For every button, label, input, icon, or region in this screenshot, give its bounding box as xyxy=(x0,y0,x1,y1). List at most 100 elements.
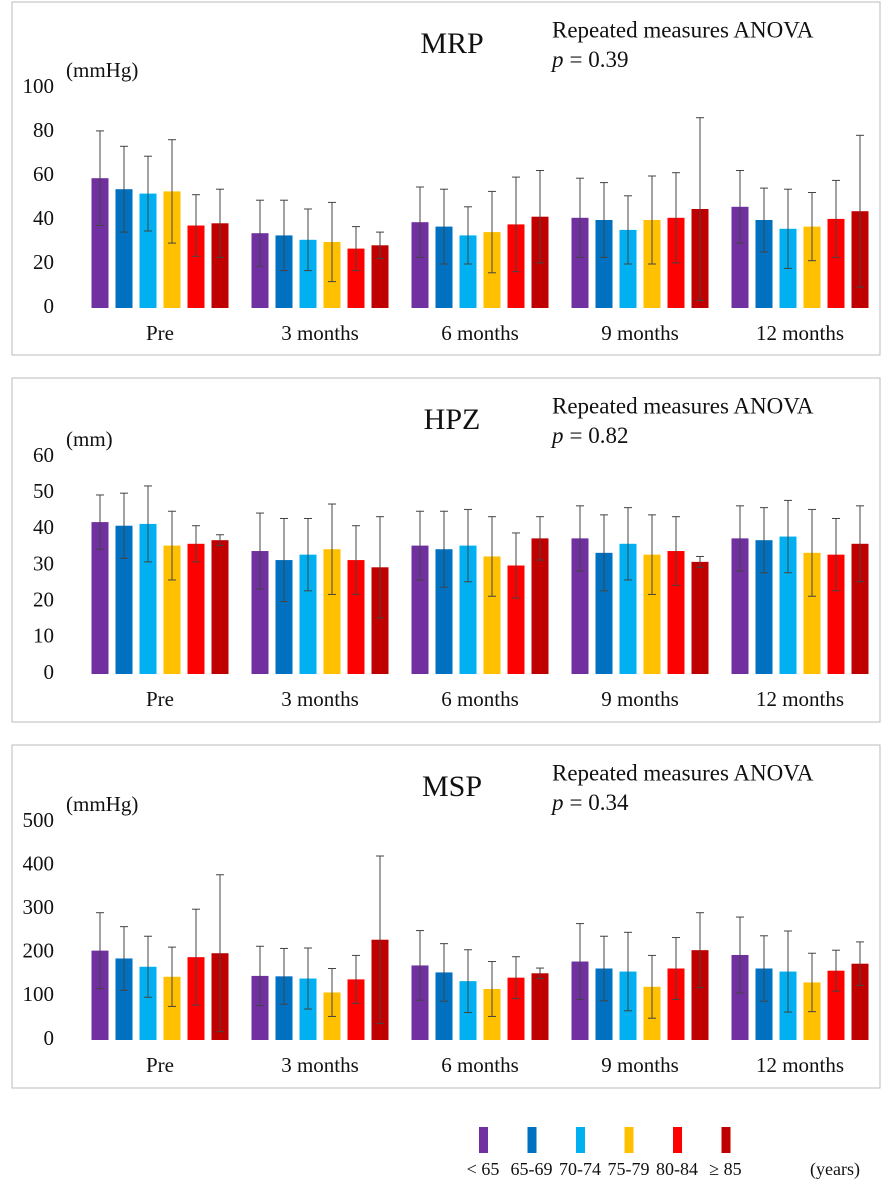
bar xyxy=(371,245,389,308)
error-bar xyxy=(328,201,336,283)
error-bar xyxy=(328,503,336,595)
error-bar xyxy=(600,514,608,592)
error-bar xyxy=(624,195,632,265)
legend-label: 75-79 xyxy=(608,1159,650,1179)
error-bar xyxy=(648,954,656,1019)
error-bar xyxy=(576,923,584,1000)
error-bar xyxy=(96,912,104,990)
y-tick-label: 0 xyxy=(44,660,55,684)
bar xyxy=(507,977,525,1040)
error-bar xyxy=(304,208,312,272)
bar xyxy=(275,976,293,1040)
bar xyxy=(275,235,293,308)
error-bar xyxy=(464,206,472,265)
error-bar xyxy=(512,176,520,273)
bar xyxy=(827,218,845,308)
error-bar xyxy=(440,188,448,265)
error-bar xyxy=(624,931,632,1012)
error-bar xyxy=(192,908,200,1006)
y-tick-label: 80 xyxy=(33,118,54,142)
bar xyxy=(115,958,133,1040)
p-symbol: p xyxy=(550,790,564,815)
bar xyxy=(187,543,205,674)
p-value: p = 0.82 xyxy=(550,423,628,448)
legend-swatch xyxy=(479,1127,488,1153)
error-bar xyxy=(120,492,128,559)
bar xyxy=(139,523,157,674)
bar xyxy=(347,248,365,308)
bar xyxy=(779,536,797,674)
bar xyxy=(803,226,821,308)
x-tick-label: 12 months xyxy=(756,321,844,345)
error-bar xyxy=(96,130,104,226)
bar xyxy=(299,239,317,308)
panel-frame xyxy=(11,377,881,723)
error-bar xyxy=(280,199,288,272)
x-tick-label: 9 months xyxy=(601,321,679,345)
error-bar xyxy=(304,517,312,592)
error-bar xyxy=(784,499,792,574)
error-bar xyxy=(600,182,608,258)
p-text: = 0.39 xyxy=(570,47,629,72)
y-axis-label: (mm) xyxy=(66,427,113,451)
panel-frame xyxy=(11,1,881,356)
error-bar xyxy=(856,505,864,583)
bar xyxy=(595,220,613,308)
error-bar xyxy=(440,943,448,1002)
p-value: p = 0.39 xyxy=(550,47,628,72)
bar xyxy=(571,217,589,308)
error-bar xyxy=(648,175,656,265)
error-bar xyxy=(192,194,200,257)
error-bar xyxy=(216,874,224,1033)
error-bar xyxy=(832,179,840,258)
error-bar xyxy=(760,935,768,1002)
test-name: Repeated measures ANOVA xyxy=(552,393,814,418)
error-bar xyxy=(376,231,384,259)
error-bar xyxy=(736,916,744,994)
bar xyxy=(187,225,205,308)
legend-label: < 65 xyxy=(467,1159,500,1179)
error-bar xyxy=(144,155,152,232)
bar xyxy=(483,556,501,674)
error-bar xyxy=(576,505,584,572)
test-name: Repeated measures ANOVA xyxy=(552,760,814,785)
bar xyxy=(411,222,429,308)
y-tick-label: 200 xyxy=(23,939,55,963)
error-bar xyxy=(376,855,384,1024)
legend-swatch xyxy=(721,1127,731,1153)
bar xyxy=(619,543,637,674)
y-tick-label: 10 xyxy=(33,624,54,648)
error-bar xyxy=(536,967,544,980)
error-bar xyxy=(624,507,632,581)
y-tick-label: 300 xyxy=(23,895,55,919)
y-tick-label: 20 xyxy=(33,587,54,611)
error-bar xyxy=(352,226,360,272)
bar xyxy=(251,233,269,308)
error-bar xyxy=(168,510,176,581)
error-bar xyxy=(416,186,424,258)
legend-unit: (years) xyxy=(810,1159,860,1180)
error-bar xyxy=(120,926,128,991)
x-tick-label: Pre xyxy=(146,687,174,711)
panel-frame xyxy=(11,744,881,1089)
error-bar xyxy=(856,134,864,288)
error-bar xyxy=(648,514,656,595)
error-bar xyxy=(168,139,176,244)
legend-label: 80-84 xyxy=(656,1159,698,1179)
error-bar xyxy=(280,517,288,603)
bar xyxy=(731,206,749,308)
p-text: = 0.82 xyxy=(570,423,629,448)
bar xyxy=(827,554,845,674)
x-tick-label: 12 months xyxy=(756,1053,844,1077)
y-tick-label: 30 xyxy=(33,551,54,575)
y-tick-label: 100 xyxy=(23,982,55,1006)
x-tick-label: 3 months xyxy=(281,687,359,711)
legend-swatch xyxy=(624,1127,634,1153)
y-axis-label: (mmHg) xyxy=(66,58,138,82)
error-bar xyxy=(256,199,264,267)
bar xyxy=(91,178,109,308)
bar xyxy=(371,567,389,674)
error-bar xyxy=(256,945,264,1007)
y-tick-label: 60 xyxy=(33,162,54,186)
bar xyxy=(755,220,773,308)
